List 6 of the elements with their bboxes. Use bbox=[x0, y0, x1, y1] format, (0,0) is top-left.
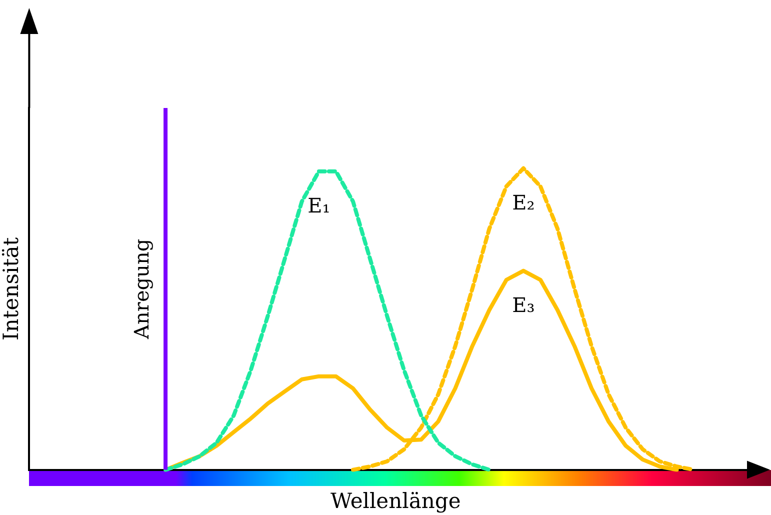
y-axis-title: Intensität bbox=[0, 236, 24, 340]
series-label: E₃ bbox=[512, 293, 535, 318]
x-axis-title: Wellenlänge bbox=[330, 488, 461, 513]
series-label: E₁ bbox=[308, 194, 330, 218]
series-label: E₂ bbox=[512, 190, 535, 215]
annotation: Anregung bbox=[130, 238, 154, 340]
